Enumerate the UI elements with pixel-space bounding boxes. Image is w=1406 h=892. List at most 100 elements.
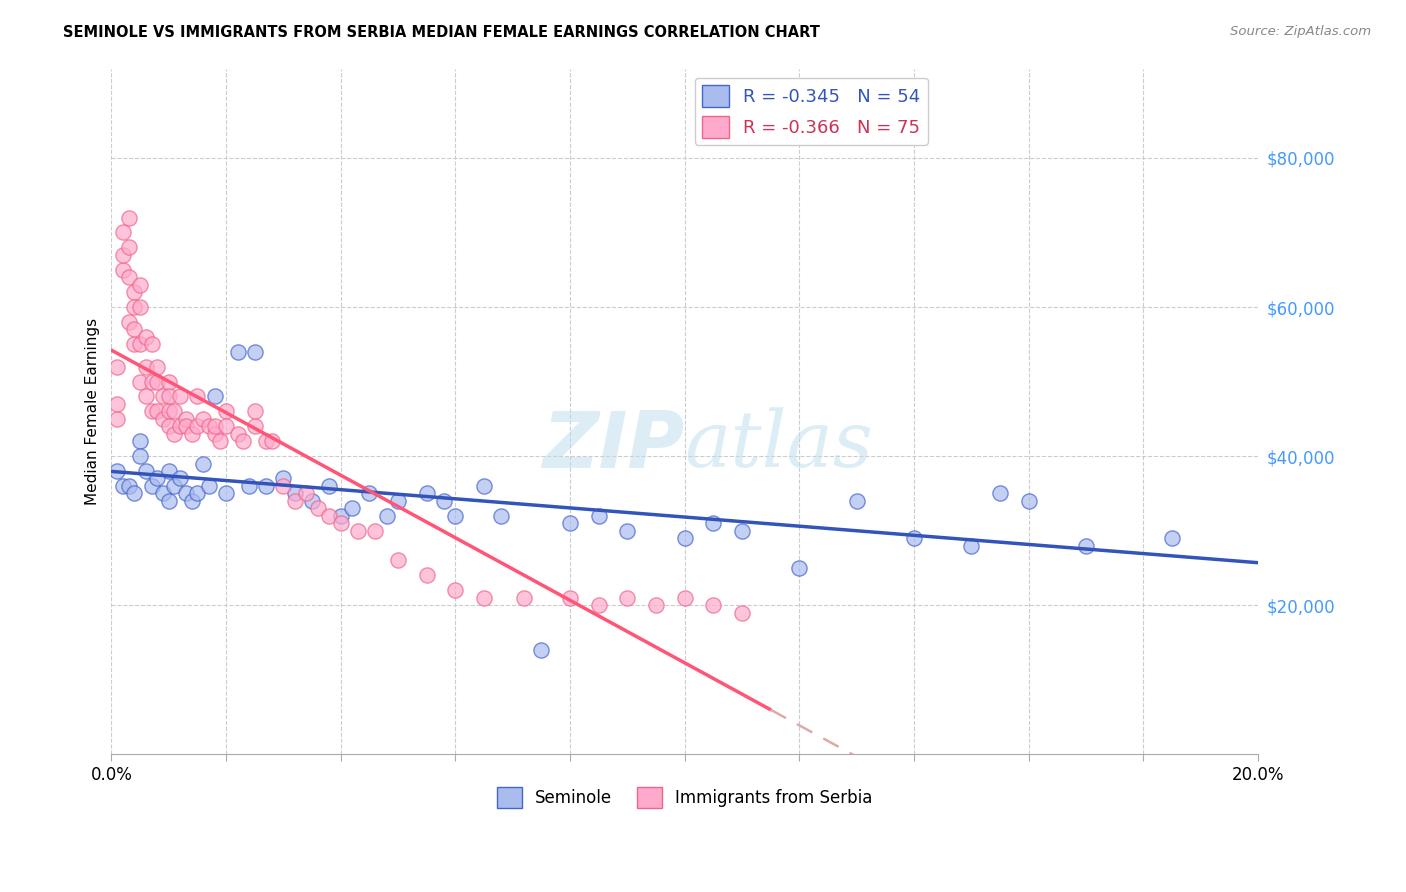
- Point: [124, 486, 146, 500]
- Point: [558, 591, 581, 605]
- Point: [588, 508, 610, 523]
- Point: [530, 643, 553, 657]
- Point: [616, 591, 638, 605]
- Point: [960, 539, 983, 553]
- Point: [444, 583, 467, 598]
- Point: [301, 493, 323, 508]
- Point: [146, 471, 169, 485]
- Point: [141, 375, 163, 389]
- Point: [186, 389, 208, 403]
- Point: [186, 486, 208, 500]
- Point: [117, 479, 139, 493]
- Point: [513, 591, 536, 605]
- Text: Source: ZipAtlas.com: Source: ZipAtlas.com: [1230, 25, 1371, 38]
- Point: [845, 493, 868, 508]
- Point: [204, 426, 226, 441]
- Point: [169, 471, 191, 485]
- Point: [787, 561, 810, 575]
- Point: [135, 330, 157, 344]
- Point: [415, 486, 437, 500]
- Point: [444, 508, 467, 523]
- Point: [284, 486, 307, 500]
- Point: [117, 211, 139, 225]
- Point: [180, 426, 202, 441]
- Point: [174, 486, 197, 500]
- Point: [180, 493, 202, 508]
- Text: ZIP: ZIP: [543, 408, 685, 483]
- Point: [117, 315, 139, 329]
- Point: [318, 479, 340, 493]
- Point: [472, 591, 495, 605]
- Point: [204, 389, 226, 403]
- Legend: Seminole, Immigrants from Serbia: Seminole, Immigrants from Serbia: [489, 780, 879, 814]
- Point: [273, 471, 295, 485]
- Y-axis label: Median Female Earnings: Median Female Earnings: [86, 318, 100, 505]
- Point: [141, 404, 163, 418]
- Point: [124, 337, 146, 351]
- Point: [157, 375, 180, 389]
- Point: [415, 568, 437, 582]
- Point: [117, 270, 139, 285]
- Point: [146, 404, 169, 418]
- Point: [1074, 539, 1097, 553]
- Point: [254, 434, 277, 449]
- Point: [157, 389, 180, 403]
- Point: [215, 486, 238, 500]
- Point: [198, 479, 221, 493]
- Point: [260, 434, 283, 449]
- Point: [111, 248, 134, 262]
- Point: [702, 516, 724, 531]
- Point: [347, 524, 370, 538]
- Point: [124, 285, 146, 299]
- Point: [191, 457, 214, 471]
- Point: [191, 412, 214, 426]
- Point: [146, 375, 169, 389]
- Point: [157, 419, 180, 434]
- Point: [135, 464, 157, 478]
- Point: [1018, 493, 1040, 508]
- Point: [226, 344, 249, 359]
- Point: [558, 516, 581, 531]
- Point: [318, 508, 340, 523]
- Point: [157, 464, 180, 478]
- Point: [135, 359, 157, 374]
- Point: [152, 412, 174, 426]
- Point: [105, 397, 128, 411]
- Point: [129, 277, 152, 292]
- Point: [702, 598, 724, 612]
- Point: [243, 419, 266, 434]
- Point: [152, 486, 174, 500]
- Point: [141, 479, 163, 493]
- Point: [157, 404, 180, 418]
- Point: [375, 508, 398, 523]
- Point: [364, 524, 387, 538]
- Point: [163, 479, 186, 493]
- Point: [105, 464, 128, 478]
- Point: [215, 404, 238, 418]
- Point: [129, 375, 152, 389]
- Point: [1160, 531, 1182, 545]
- Point: [238, 479, 260, 493]
- Text: atlas: atlas: [685, 408, 873, 483]
- Point: [129, 337, 152, 351]
- Point: [117, 240, 139, 254]
- Point: [472, 479, 495, 493]
- Point: [433, 493, 456, 508]
- Point: [988, 486, 1011, 500]
- Point: [129, 300, 152, 314]
- Point: [616, 524, 638, 538]
- Point: [169, 389, 191, 403]
- Point: [645, 598, 668, 612]
- Text: SEMINOLE VS IMMIGRANTS FROM SERBIA MEDIAN FEMALE EARNINGS CORRELATION CHART: SEMINOLE VS IMMIGRANTS FROM SERBIA MEDIA…: [63, 25, 820, 40]
- Point: [284, 493, 307, 508]
- Point: [152, 389, 174, 403]
- Point: [243, 344, 266, 359]
- Point: [359, 486, 381, 500]
- Point: [198, 419, 221, 434]
- Point: [163, 426, 186, 441]
- Point: [111, 226, 134, 240]
- Point: [124, 300, 146, 314]
- Point: [329, 508, 352, 523]
- Point: [174, 419, 197, 434]
- Point: [157, 493, 180, 508]
